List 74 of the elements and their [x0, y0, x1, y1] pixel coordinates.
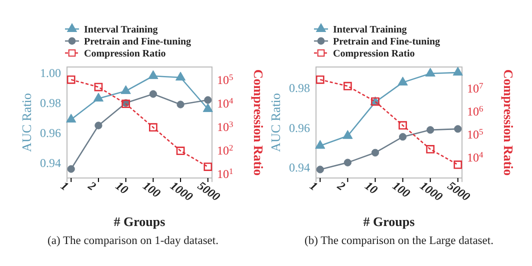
y-axis-title: AUC Ratio	[268, 93, 283, 152]
x-tick-label: 1	[58, 178, 72, 194]
x-tick-label: 10	[362, 178, 380, 197]
x-tick-label: 2	[84, 178, 99, 194]
legend-label: Pretrain and Fine-tuning	[333, 36, 440, 48]
legend-label: Compression Ratio	[84, 48, 166, 60]
legend-label: Pretrain and Fine-tuning	[84, 36, 192, 48]
x-tick-label: 5000	[445, 178, 473, 204]
y-tick-label: 0.98	[40, 96, 61, 110]
x-tick-label: 10	[113, 178, 131, 197]
point	[454, 160, 462, 169]
y-tick-label: 0.98	[289, 81, 310, 96]
point	[204, 162, 212, 171]
legend-label: Interval Training	[84, 24, 158, 36]
x-tick-label: 2	[334, 178, 348, 194]
y2-tick-label: 10$^{2}$	[217, 143, 234, 158]
point	[343, 82, 352, 90]
x-tick-label: 5000	[195, 178, 223, 204]
point	[204, 96, 212, 104]
point	[426, 126, 434, 134]
text: (b) The comparison on the Large dataset.	[304, 235, 494, 247]
y2-tick-label: 10$^{5}$	[467, 126, 484, 142]
legend-label: Compression Ratio	[333, 48, 415, 60]
legend-label: Interval Training	[333, 24, 407, 36]
y-tick-label: 0.96	[289, 120, 310, 135]
point	[148, 123, 158, 132]
y2-axis-title: Compression Ratio	[251, 69, 266, 176]
x-tick-label: 1	[307, 178, 320, 194]
point	[398, 76, 408, 86]
point	[175, 72, 186, 81]
point	[148, 70, 158, 80]
point	[371, 148, 380, 156]
point	[94, 82, 103, 92]
y2-tick-label: 10$^{1}$	[217, 166, 234, 182]
y-tick-label: 0.94	[40, 156, 61, 170]
point	[398, 121, 407, 130]
y2-tick-label: 10$^{3}$	[217, 120, 234, 134]
y2-tick-label: 10$^{4}$	[217, 96, 234, 111]
point	[66, 75, 76, 84]
y-tick-label: 1.00	[40, 66, 61, 80]
point	[66, 114, 76, 123]
point	[316, 75, 324, 84]
y2-tick-label: 10$^{7}$	[467, 80, 484, 96]
y2-tick-label: 10$^{5}$	[217, 72, 234, 88]
x-tick-label: 100	[140, 178, 164, 200]
point	[425, 68, 436, 77]
x-axis-title: # Groups	[114, 214, 166, 229]
point	[176, 146, 185, 156]
point	[344, 158, 352, 166]
point	[426, 145, 435, 154]
point	[120, 85, 131, 94]
x-tick-label: 100	[390, 178, 413, 200]
point	[67, 165, 75, 173]
text: (a) The comparison on 1-day dataset.	[48, 235, 219, 247]
y-tick-label: 0.96	[40, 126, 61, 140]
x-tick-label: 1000	[418, 178, 446, 204]
point	[454, 125, 462, 133]
point	[342, 130, 353, 139]
x-tick-label: 1000	[168, 178, 196, 204]
y2-tick-label: 10$^{6}$	[467, 104, 484, 118]
y-tick-label: 0.94	[289, 160, 310, 174]
point	[452, 66, 463, 76]
point	[93, 92, 104, 102]
point	[176, 100, 184, 108]
y-axis-title: AUC Ratio	[19, 93, 34, 152]
point	[315, 140, 326, 149]
point	[398, 133, 407, 141]
point	[202, 103, 213, 112]
x-axis-title: # Groups	[363, 214, 415, 229]
y2-axis-title: Compression Ratio	[501, 69, 516, 176]
y2-tick-label: 10$^{4}$	[467, 150, 484, 164]
point	[316, 166, 324, 174]
point	[149, 90, 157, 98]
point	[94, 122, 102, 130]
